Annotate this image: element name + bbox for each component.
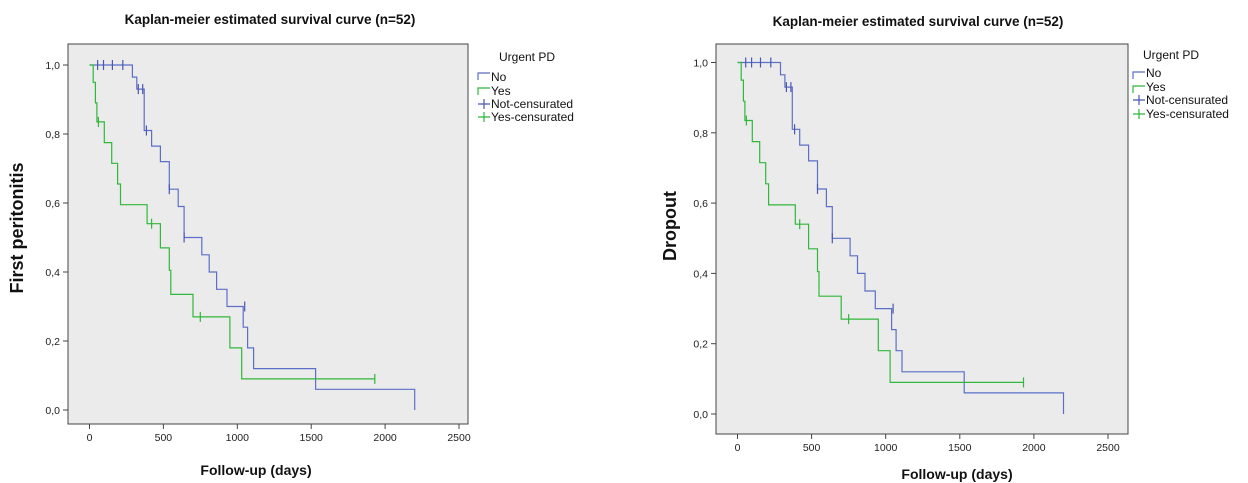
x-tick-label: 0 (87, 432, 93, 444)
y-tick-label: 0,2 (693, 339, 708, 351)
y-tick-label: 1,0 (45, 60, 60, 72)
legend-label-yes-censurated: Yes-censurated (491, 110, 574, 124)
legend-item-no: No (1132, 66, 1162, 80)
legend-label-not-censurated: Not-censurated (491, 97, 573, 111)
legend-swatch-yes-censurated (1133, 109, 1145, 119)
legend-swatch-not-censurated (1133, 95, 1145, 105)
y-tick-label: 0,6 (693, 198, 708, 210)
y-tick-label: 0,4 (693, 268, 708, 280)
chart-first-peritonitis: Kaplan-meier estimated survival curve (n… (7, 12, 574, 478)
series-line-yes (89, 64, 375, 380)
legend-item-yes-censurated: Yes-censurated (1133, 107, 1229, 121)
legend: Urgent PD No Yes Not-censurated Yes-cens… (477, 50, 574, 124)
x-tick-label: 2500 (447, 432, 471, 444)
legend-item-not-censurated: Not-censurated (1133, 93, 1228, 107)
y-tick-label: 0,0 (693, 409, 708, 421)
legend-swatch-yes (477, 87, 490, 95)
x-tick-label: 500 (155, 432, 173, 444)
legend-label-no: No (491, 70, 507, 84)
plot-area (715, 43, 1129, 435)
legend-item-yes-censurated: Yes-censurated (478, 110, 574, 124)
x-tick-label: 2000 (373, 432, 397, 444)
x-tick-label: 1000 (226, 432, 250, 444)
chart-title: Kaplan-meier estimated survival curve (n… (125, 12, 416, 27)
legend-swatch-yes (1132, 85, 1145, 93)
legend-item-no: No (477, 70, 507, 84)
y-tick-label: 1,0 (693, 58, 708, 70)
legend-label-not-censurated: Not-censurated (1146, 93, 1228, 107)
legend-label-yes-censurated: Yes-censurated (1146, 107, 1229, 121)
legend-swatch-not-censurated (478, 99, 490, 109)
legend-label-yes: Yes (1146, 80, 1166, 94)
y-tick-label: 0,0 (45, 405, 60, 417)
legend-item-not-censurated: Not-censurated (478, 97, 573, 111)
y-tick-label: 0,6 (45, 198, 60, 210)
x-tick-label: 2500 (1096, 442, 1120, 454)
x-tick-label: 1500 (300, 432, 324, 444)
series-line-no (89, 64, 416, 410)
plot-area (67, 43, 469, 425)
legend-swatch-no (1132, 71, 1145, 79)
y-tick-label: 0,2 (45, 336, 60, 348)
series-line-no (737, 61, 1065, 414)
legend-swatch-yes-censurated (478, 112, 490, 122)
y-tick-label: 0,4 (45, 267, 60, 279)
legend-label-no: No (1146, 66, 1162, 80)
y-axis-label: Dropout (660, 191, 680, 261)
x-tick-label: 1000 (874, 442, 898, 454)
y-tick-label: 0,8 (693, 128, 708, 140)
legend-item-yes: Yes (1132, 80, 1166, 94)
x-tick-label: 0 (735, 442, 741, 454)
legend-item-yes: Yes (477, 84, 511, 98)
x-tick-label: 2000 (1022, 442, 1046, 454)
x-tick-label: 500 (803, 442, 821, 454)
x-axis-label: Follow-up (days) (200, 462, 311, 478)
series-line-yes (737, 61, 1024, 383)
legend-label-yes: Yes (491, 84, 511, 98)
y-tick-label: 0,8 (45, 129, 60, 141)
y-axis-label: First peritonitis (7, 162, 27, 293)
chart-title: Kaplan-meier estimated survival curve (n… (773, 14, 1064, 29)
chart-dropout: Kaplan-meier estimated survival curve (n… (660, 14, 1229, 482)
legend-title: Urgent PD (499, 50, 555, 64)
x-tick-label: 1500 (948, 442, 972, 454)
legend-swatch-no (477, 72, 490, 80)
x-axis-label: Follow-up (days) (901, 466, 1012, 482)
legend-title: Urgent PD (1143, 48, 1199, 62)
legend: Urgent PD No Yes Not-censurated Yes-cens… (1132, 48, 1229, 121)
